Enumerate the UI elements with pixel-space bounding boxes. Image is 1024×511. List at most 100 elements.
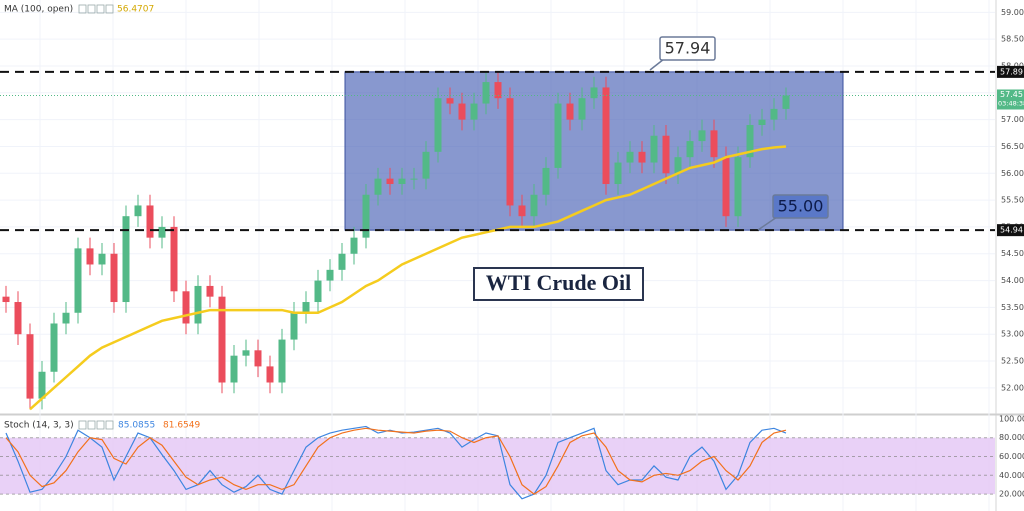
candle-body: [470, 103, 478, 120]
callout-label: 57.94: [665, 39, 711, 58]
candle-body: [650, 135, 658, 163]
y-tick-label: 58.50: [1001, 35, 1024, 44]
stoch-line: [5, 427, 787, 495]
candle-body: [590, 87, 598, 99]
candle-body: [362, 194, 370, 238]
candle-body: [206, 285, 214, 297]
candle-body: [158, 226, 166, 238]
main-pane: 52.00 52.50 53.00 53.50 54.00 54.50 55.00 55.50…: [2, 8, 1024, 411]
legend-icon[interactable]: [87, 4, 96, 14]
candle-body: [458, 103, 466, 120]
y-tick-label: 52.50: [1001, 357, 1024, 366]
y-tick-label: 55.50: [1001, 196, 1024, 205]
y-tick-label: 54.00: [1001, 276, 1024, 285]
candle-body: [38, 371, 46, 399]
y-tick-label: 80.0000: [999, 433, 1024, 442]
legend-icon[interactable]: [87, 420, 96, 430]
candle-body: [62, 312, 70, 324]
y-tick-label: 56.50: [1001, 142, 1024, 151]
candle-body: [734, 157, 742, 217]
candle-body: [254, 350, 262, 367]
candle-body: [710, 130, 718, 158]
candle-body: [638, 151, 646, 163]
candle-body: [2, 296, 10, 303]
legend-icon[interactable]: [96, 420, 105, 430]
candle-body: [614, 162, 622, 185]
candle-body: [446, 98, 454, 104]
candle-body: [434, 98, 442, 152]
level-label: 54.94: [1000, 226, 1023, 235]
legend-icon[interactable]: [96, 4, 105, 14]
candle-body: [494, 82, 502, 99]
y-tick-label: 20.0000: [999, 490, 1024, 499]
candle-body: [74, 248, 82, 313]
candle-body: [110, 253, 118, 303]
y-tick-label: 100.0000: [999, 414, 1024, 423]
candle-body: [770, 108, 778, 120]
chart-title: WTI Crude Oil: [486, 270, 631, 295]
candle-body: [170, 226, 178, 292]
candle-body: [290, 312, 298, 340]
candle-body: [398, 178, 406, 185]
candle-body: [146, 205, 154, 238]
candle-body: [722, 157, 730, 217]
legend-entry: 85.0855: [118, 421, 155, 431]
candle-body: [518, 205, 526, 217]
legend-icon[interactable]: [105, 420, 114, 430]
stoch-pane: 100.0000 80.0000 60.0000 40.0000 20.0000: [0, 414, 1024, 500]
y-tick-label: 40.0000: [999, 471, 1024, 480]
candle-body: [698, 130, 706, 142]
candle-body: [350, 237, 358, 254]
y-tick-label: 54.50: [1001, 249, 1024, 258]
legend-icon[interactable]: [78, 4, 87, 14]
candle-body: [386, 178, 394, 185]
candle-body: [554, 103, 562, 168]
candle-body: [542, 167, 550, 195]
legend-entry: 81.6549: [163, 421, 200, 431]
candle-body: [578, 98, 586, 120]
candle-body: [746, 124, 754, 158]
candle-body: [98, 253, 106, 265]
candle-body: [26, 334, 34, 399]
y-tick-label: 53.00: [1001, 330, 1024, 339]
level-label-bg: [997, 65, 1024, 78]
candle-body: [338, 253, 346, 270]
stoch-band: [0, 437, 995, 495]
candle-body: [86, 248, 94, 265]
candle-body: [782, 95, 790, 109]
candle-body: [134, 205, 142, 217]
candle-body: [50, 323, 58, 372]
y-tick-label: 52.00: [1001, 383, 1024, 392]
candle-body: [278, 339, 286, 383]
legend-icon[interactable]: [78, 420, 87, 430]
title-box: [473, 267, 644, 301]
candle-body: [626, 151, 634, 163]
level-label-bg: [997, 224, 1024, 237]
last-price-label: 57.45: [1000, 90, 1023, 99]
callout-pointer: [649, 58, 665, 71]
y-tick-label: 60.0000: [999, 452, 1024, 461]
moving-average: [29, 145, 787, 411]
y-tick-label: 56.00: [1001, 169, 1024, 178]
candle-body: [674, 157, 682, 174]
countdown: 03:48:38: [998, 99, 1024, 107]
callout-label: 55.00: [778, 197, 824, 216]
indicator-label: Stoch (14, 3, 3): [4, 421, 74, 431]
y-tick-label: 53.50: [1001, 303, 1024, 312]
candle-body: [266, 366, 274, 383]
candle-body: [410, 178, 418, 180]
indicator-label: MA (100, open): [4, 5, 73, 15]
candle-body: [422, 151, 430, 179]
callout-box: [772, 194, 829, 219]
callout-box: [659, 36, 716, 61]
candle-body: [194, 285, 202, 324]
legend-icon[interactable]: [105, 4, 114, 14]
candle-body: [506, 98, 514, 206]
y-tick-label: 57.00: [1001, 115, 1024, 124]
y-tick-label: 59.00: [1001, 8, 1024, 17]
candle-body: [686, 141, 694, 158]
level-label: 57.89: [1000, 67, 1023, 76]
